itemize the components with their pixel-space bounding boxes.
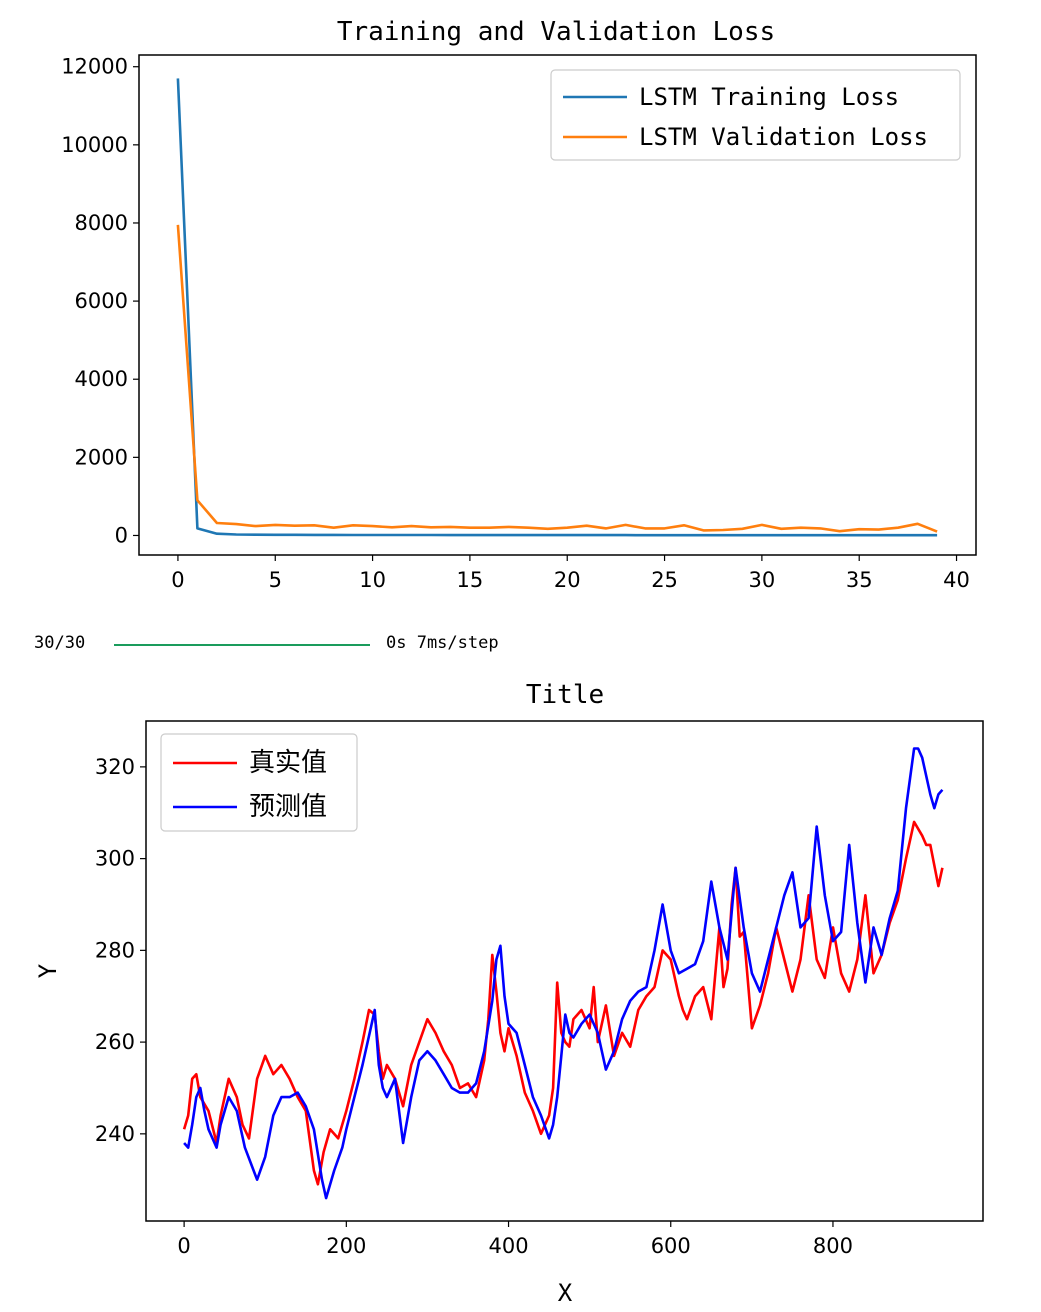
loss-chart-series-line-1 <box>176 224 938 533</box>
loss-chart-title: Training and Validation Loss <box>337 17 775 47</box>
loss-chart-x-tick-label: 20 <box>554 568 581 592</box>
prediction-chart-plot-frame <box>145 720 984 1222</box>
prediction-chart-series-line-1 <box>183 747 944 1200</box>
progress-bar <box>114 644 370 646</box>
loss-chart-y-tick-label: 2000 <box>75 445 128 469</box>
prediction-chart-series-line-0 <box>182 820 944 1186</box>
loss-chart-x-tick-label: 15 <box>457 568 484 592</box>
loss-chart-y-tick-label: 4000 <box>75 367 128 391</box>
loss-chart-legend: LSTM Training Loss LSTM Validation Loss <box>550 69 961 161</box>
loss-chart-y-tick-label: 0 <box>115 523 128 547</box>
loss-chart: Training and Validation Loss 0 5 10 15 20 25 3… <box>61 17 977 592</box>
loss-chart-x-tick-label: 35 <box>846 568 873 592</box>
loss-chart-y-tick-label: 10000 <box>61 133 128 157</box>
loss-chart-x-tick-label: 5 <box>269 568 282 592</box>
prediction-chart-y-tick-label: 240 <box>95 1122 135 1146</box>
loss-chart-x-tick-label: 10 <box>359 568 386 592</box>
prediction-chart-x-tick-label: 400 <box>488 1234 528 1258</box>
progress-count: 30/30 <box>34 633 86 653</box>
loss-chart-plot-frame <box>138 54 977 556</box>
prediction-chart-ylabel: Y <box>34 963 62 978</box>
prediction-chart-y-tick-label: 280 <box>95 938 135 962</box>
prediction-chart: Title 0 200 400 600 800 240 260 280 300 320 真实值预测… <box>34 680 984 1307</box>
loss-chart-series-line-0 <box>176 78 938 537</box>
progress-info: 0s 7ms/step <box>386 633 499 653</box>
progress-line: 30/30 0s 7ms/step <box>34 633 634 657</box>
prediction-chart-legend-label-0: 真实值 <box>249 748 327 778</box>
loss-chart-y-tick-label: 12000 <box>61 55 128 79</box>
prediction-chart-series <box>182 747 944 1200</box>
progress-bar-fill <box>114 644 370 646</box>
prediction-chart-x-tick-label: 200 <box>326 1234 366 1258</box>
loss-chart-x-tick-label: 40 <box>943 568 970 592</box>
prediction-chart-y-tick-label: 320 <box>95 755 135 779</box>
loss-chart-x-tick-label: 25 <box>651 568 678 592</box>
loss-chart-axes: 0 5 10 15 20 25 30 35 40 0 2000 4000 6000 8000 10000 12… <box>61 55 970 592</box>
prediction-chart-title: Title <box>526 680 604 710</box>
loss-chart-legend-label-0: LSTM Training Loss <box>639 83 899 111</box>
loss-chart-x-tick-label: 0 <box>171 568 184 592</box>
prediction-chart-xlabel: X <box>558 1279 573 1307</box>
prediction-chart-y-tick-label: 300 <box>95 847 135 871</box>
loss-chart-legend-box <box>550 69 961 161</box>
loss-chart-legend-label-1: LSTM Validation Loss <box>639 123 928 151</box>
prediction-chart-axes: 0 200 400 600 800 240 260 280 300 320 <box>95 755 853 1258</box>
loss-chart-x-tick-label: 30 <box>749 568 776 592</box>
loss-chart-series <box>176 78 938 537</box>
prediction-chart-legend-label-1: 预测值 <box>249 792 327 822</box>
prediction-chart-x-tick-label: 800 <box>813 1234 853 1258</box>
prediction-chart-x-tick-label: 0 <box>177 1234 190 1258</box>
prediction-chart-x-tick-label: 600 <box>651 1234 691 1258</box>
prediction-chart-y-tick-label: 260 <box>95 1030 135 1054</box>
loss-chart-y-tick-label: 6000 <box>75 289 128 313</box>
loss-chart-y-tick-label: 8000 <box>75 211 128 235</box>
